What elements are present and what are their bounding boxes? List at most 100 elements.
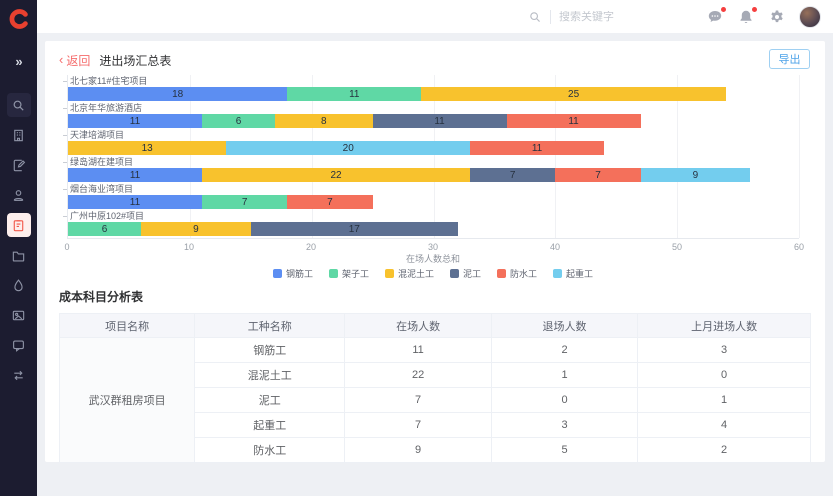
chart-category-row: 北京年华旅游酒店 11 6 8 11 11 xyxy=(63,103,799,128)
chart-category-row: 北七家11#住宅项目 18 11 25 xyxy=(63,76,799,101)
sidebar-item-search[interactable] xyxy=(6,93,31,117)
legend-item[interactable]: 钢筋工 xyxy=(272,267,313,280)
x-axis-tick-label: 60 xyxy=(793,242,805,252)
bar-segment[interactable]: 11 xyxy=(470,141,605,155)
legend-swatch xyxy=(553,268,563,278)
user-icon xyxy=(13,189,24,201)
chart-gridline xyxy=(677,75,679,238)
sidebar-item-user[interactable] xyxy=(7,183,31,207)
table-body: 武汉群租房项目 钢筋工 11 2 3 混泥土工 22 1 0 泥工 7 0 1 起重工 7 3 4 防水工 9 5 2 xyxy=(58,337,811,463)
user-avatar[interactable] xyxy=(799,5,821,28)
app-logo[interactable] xyxy=(0,0,37,38)
sidebar-item-document[interactable] xyxy=(7,153,31,177)
sidebar-item-folder[interactable] xyxy=(7,243,31,267)
worker-type-cell: 起重工 xyxy=(194,412,346,438)
exited-count-cell: 1 xyxy=(490,362,639,388)
bar-segment[interactable]: 7 xyxy=(202,195,288,209)
sidebar-item-monitor[interactable] xyxy=(7,273,31,297)
notifications-button[interactable] xyxy=(737,6,757,26)
global-search[interactable] xyxy=(528,9,645,24)
legend-swatch xyxy=(272,268,282,278)
legend-item[interactable]: 防水工 xyxy=(497,267,537,280)
report-card: ‹ 返回 进出场汇总表 导出 北七家11#住宅项目 18 11 25 北京年华旅游酒店 1… xyxy=(45,41,825,463)
legend-item[interactable]: 泥工 xyxy=(450,267,481,280)
water-drop-icon xyxy=(14,278,23,291)
bar-segment[interactable]: 7 xyxy=(470,168,556,182)
y-axis-tick xyxy=(63,81,67,82)
sidebar-item-media[interactable] xyxy=(7,303,31,327)
sidebar-collapse-button[interactable]: » xyxy=(7,49,31,73)
double-chevron-right-icon: » xyxy=(15,53,22,69)
x-axis-tick-label: 0 xyxy=(64,242,70,252)
back-button[interactable]: ‹ 返回 xyxy=(59,52,90,69)
clipboard-report-icon xyxy=(13,219,24,231)
sidebar-item-report[interactable] xyxy=(6,213,31,237)
bar-segment[interactable]: 13 xyxy=(68,141,227,155)
export-button[interactable]: 导出 xyxy=(769,49,810,69)
legend-label: 防水工 xyxy=(510,268,538,279)
bar-segment[interactable]: 11 xyxy=(287,87,422,101)
x-axis-tick-label: 50 xyxy=(671,242,683,252)
on-site-count-cell: 7 xyxy=(344,412,492,438)
category-label: 广州中原102#项目 xyxy=(70,211,145,221)
worker-type-cell: 防水工 xyxy=(194,437,346,463)
y-axis-tick xyxy=(63,108,67,109)
legend-item[interactable]: 起重工 xyxy=(553,267,593,280)
bar-segment[interactable]: 7 xyxy=(287,195,373,209)
bar-segment[interactable]: 7 xyxy=(555,168,641,182)
last-month-entered-cell: 2 xyxy=(637,437,811,463)
chart-category-row: 烟台海业湾项目 11 7 7 xyxy=(63,184,799,209)
breadcrumb: ‹ 返回 进出场汇总表 xyxy=(59,50,811,70)
bar-segment[interactable]: 6 xyxy=(202,114,276,128)
chart-legend: 钢筋工 架子工 混泥土工 泥工 防水工 起重工 xyxy=(67,265,799,281)
bar-segment[interactable]: 6 xyxy=(68,222,142,236)
legend-label: 钢筋工 xyxy=(285,268,313,279)
bar-segment[interactable]: 11 xyxy=(68,195,202,209)
chart-gridline xyxy=(311,75,313,238)
exited-count-cell: 3 xyxy=(490,412,639,438)
legend-label: 起重工 xyxy=(566,268,594,279)
messages-button[interactable] xyxy=(706,6,726,26)
bar-segment[interactable]: 11 xyxy=(68,168,203,182)
bar-segment[interactable]: 22 xyxy=(202,168,471,182)
page-title: 进出场汇总表 xyxy=(99,53,172,68)
sidebar-item-building[interactable] xyxy=(7,123,31,147)
legend-item[interactable]: 架子工 xyxy=(328,267,369,280)
cost-analysis-table: 项目名称 工种名称 在场人数 退场人数 上月进场人数 武汉群租房项目 钢筋工 11 2 3 混泥土… xyxy=(58,313,811,463)
y-axis-tick xyxy=(63,135,67,136)
bar-segment[interactable]: 18 xyxy=(68,87,288,101)
bar-segment[interactable]: 9 xyxy=(640,168,751,182)
bar-segment[interactable]: 11 xyxy=(68,114,202,128)
exited-count-cell: 2 xyxy=(490,337,639,363)
bar-segment[interactable]: 20 xyxy=(226,141,471,155)
message-icon xyxy=(13,339,24,352)
back-label: 返回 xyxy=(66,53,91,68)
bar-segment[interactable]: 9 xyxy=(141,222,251,236)
image-card-icon xyxy=(12,310,25,320)
notification-dot xyxy=(721,6,726,12)
chart-gridline xyxy=(189,75,191,238)
table-row: 混泥土工 22 1 0 xyxy=(60,362,811,388)
search-divider xyxy=(550,9,551,24)
bar-segment[interactable]: 11 xyxy=(372,114,507,128)
x-axis-tick-label: 10 xyxy=(183,242,195,252)
gear-icon xyxy=(771,10,783,22)
legend-swatch xyxy=(450,268,459,278)
sidebar-item-message[interactable] xyxy=(7,333,31,357)
chart-gridline xyxy=(799,75,800,238)
y-axis-tick xyxy=(63,216,67,217)
bar-segment[interactable]: 8 xyxy=(275,114,373,128)
bar-segment[interactable]: 17 xyxy=(250,222,458,236)
document-edit-icon xyxy=(13,159,26,171)
stacked-bar: 18 11 25 xyxy=(68,87,726,101)
bar-segment[interactable]: 25 xyxy=(421,87,726,101)
search-input[interactable] xyxy=(559,10,645,23)
stacked-bar: 11 7 7 xyxy=(68,195,373,209)
sidebar-item-transfer[interactable] xyxy=(7,363,31,387)
bell-icon xyxy=(740,10,752,23)
chevron-left-icon: ‹ xyxy=(59,52,64,67)
legend-item[interactable]: 混泥土工 xyxy=(384,267,434,280)
table-column-header: 工种名称 xyxy=(194,313,346,338)
settings-button[interactable] xyxy=(768,8,786,26)
bar-segment[interactable]: 11 xyxy=(506,114,641,128)
